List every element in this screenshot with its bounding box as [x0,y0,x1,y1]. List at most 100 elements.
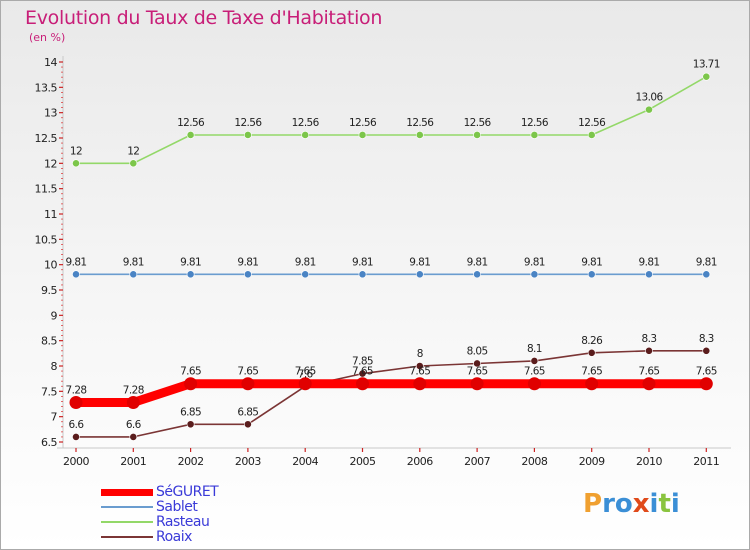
data-label: 9.81 [295,256,316,268]
x-tick-label: 2000 [63,455,89,468]
chart-axes: 6.5 7 7.5 8 8.5 9 9.5 10 10.5 11 11.5 12 12.5 13 13.5 1… [35,56,731,468]
legend-item-sablet[interactable]: Sablet [101,500,301,515]
x-tick-label: 2004 [292,455,318,468]
proxiti-logo: Proxiti [583,489,680,519]
x-tick-label: 2002 [178,455,204,468]
data-point [530,131,539,139]
data-point [129,159,138,168]
data-point [702,270,711,279]
data-label: 7.28 [123,384,144,396]
data-label: 8 [417,348,423,360]
data-label: 9.81 [524,256,545,268]
data-label: 7.85 [352,356,373,368]
data-label: 9.81 [180,256,201,268]
data-label: 6.6 [69,419,85,431]
data-point [72,433,80,441]
data-point [642,377,656,391]
data-label: 12.56 [177,117,205,129]
legend-item-seguret[interactable]: SéGURET [101,485,301,500]
data-point [587,270,596,279]
data-label: 9.81 [237,256,258,268]
data-point [69,395,83,409]
y-tick-label: 7.5 [41,385,57,398]
data-label: 7.6 [298,368,314,380]
data-label: 7.65 [295,366,316,378]
data-label: 6.6 [126,419,142,431]
data-point [243,420,252,429]
data-point [470,377,484,391]
data-point [186,131,195,139]
x-tick-label: 2008 [521,455,547,468]
data-point [129,270,138,279]
chart-legend: SéGURET Sablet Rasteau Roaix [101,485,301,545]
y-tick-label: 13 [44,107,57,120]
y-tick-label: 8 [51,360,58,373]
data-point [358,270,367,279]
y-tick-label: 9.5 [41,284,57,297]
legend-label-roaix: Roaix [156,529,192,545]
data-point [527,377,541,391]
logo-letter: P [583,489,603,519]
data-label: 8.3 [642,333,657,345]
data-label: 9.81 [581,256,602,268]
legend-swatch-sablet [101,506,153,508]
data-point [530,357,539,365]
data-point [699,377,713,391]
data-point [129,433,138,441]
legend-swatch-rasteau [101,521,153,523]
data-label: 8.05 [467,345,488,357]
data-point [186,270,195,279]
x-tick-label: 2006 [407,455,433,468]
legend-swatch-seguret [101,488,153,496]
logo-letter: t [658,489,671,519]
x-tick-label: 2011 [693,455,719,468]
y-tick-label: 10 [44,259,57,272]
data-label: 7.65 [696,366,717,378]
data-point [126,395,140,409]
x-tick-label: 2010 [636,455,662,468]
data-label: 6.85 [237,406,258,418]
data-point [702,72,711,81]
legend-label-sablet: Sablet [156,499,198,515]
legend-label-seguret: SéGURET [156,484,219,500]
data-point [243,270,252,279]
data-point [473,270,481,279]
data-label: 12.56 [406,117,434,129]
legend-item-rasteau[interactable]: Rasteau [101,515,301,530]
data-point [413,377,427,391]
data-point [645,105,653,114]
legend-label-rasteau: Rasteau [156,514,210,530]
data-point [72,159,80,168]
data-label: 13.06 [635,92,663,104]
data-label: 8.1 [527,343,542,355]
data-label: 8.26 [581,335,603,347]
data-point [473,131,481,139]
x-tick-label: 2001 [120,455,146,468]
data-label: 12 [127,145,139,157]
data-label: 12.56 [464,117,492,129]
logo-letter: o [614,489,633,519]
y-tick-label: 13.5 [35,81,58,94]
legend-item-roaix[interactable]: Roaix [101,530,301,545]
y-tick-label: 10.5 [35,233,58,246]
data-label: 9.81 [352,256,373,268]
data-label: 12.56 [521,117,549,129]
data-label: 9.81 [66,256,87,268]
y-tick-label: 11 [44,208,57,221]
y-tick-label: 6.5 [41,436,57,449]
y-tick-label: 11.5 [35,183,58,196]
chart-title: Evolution du Taux de Taxe d'Habitation [25,7,383,29]
data-label: 9.81 [409,256,430,268]
data-point [358,131,367,139]
data-label: 9.81 [123,256,144,268]
data-point [645,346,653,355]
data-label: 7.65 [237,366,258,378]
logo-letter: x [632,489,650,519]
data-label: 6.85 [180,406,201,418]
x-tick-label: 2003 [235,455,261,468]
data-point [356,377,369,391]
logo-letter: r [602,489,615,519]
data-point [587,131,596,139]
